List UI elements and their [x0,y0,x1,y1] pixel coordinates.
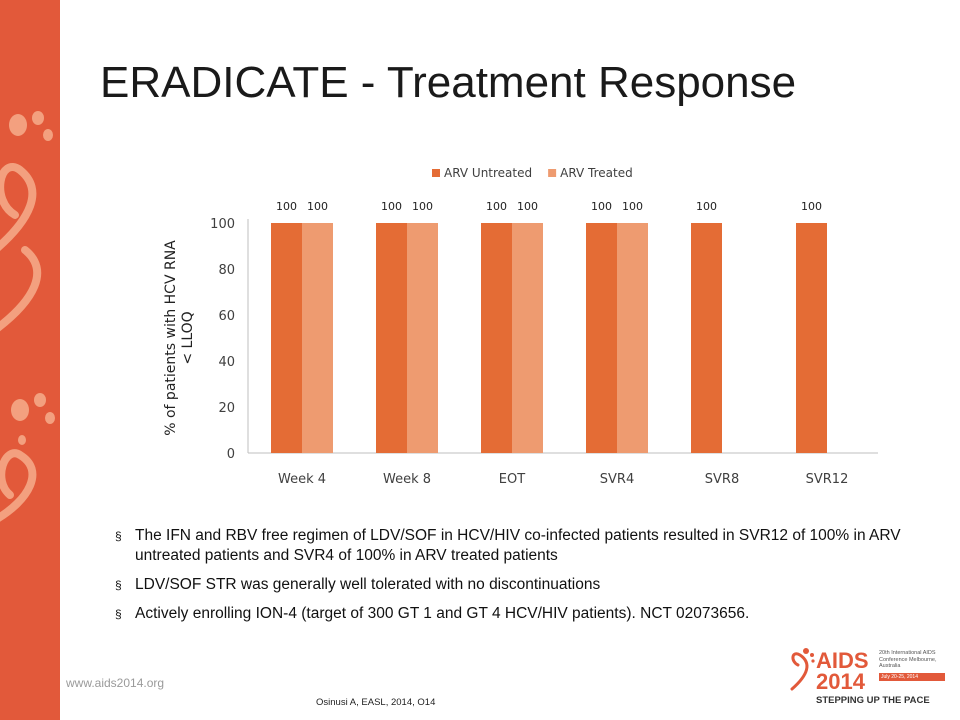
bullet-item: § Actively enrolling ION-4 (target of 300… [115,604,935,624]
ribbon-figure-icon [790,648,815,691]
logo-dates: July 20-25, 2014 [879,673,945,681]
bar-treated [617,223,648,453]
data-label: 100 [591,200,612,213]
x-tick-label: EOT [499,472,525,487]
data-label: 100 [276,200,297,213]
logo-conference-name: 20th International AIDS Conference Melbo… [879,650,937,669]
y-tick-label: 20 [218,401,235,416]
data-label: 100 [801,200,822,213]
data-label: 100 [622,200,643,213]
conference-logo: AIDS 2014 20th International AIDS Confer… [786,645,946,711]
data-label: 100 [696,200,717,213]
bar-untreated [586,223,617,453]
logo-text-year: 2014 [816,669,865,694]
y-axis-title: % of patients with HCV RNA< LLOQ [163,240,196,436]
data-label: 100 [486,200,507,213]
bar-treated [407,223,438,453]
side-decoration-band [0,0,60,720]
bar-untreated [481,223,512,453]
logo-tagline: STEPPING UP THE PACE [816,695,930,706]
logo-text-aids: AIDS [816,648,869,673]
y-tick-label: 100 [210,217,235,232]
bar-treated [512,223,543,453]
y-tick-label: 80 [218,263,235,278]
treatment-response-chart: 0 20 40 60 80 100 100 100 Week 4 100 100 Week 8 100 1… [163,166,878,487]
bar-untreated [376,223,407,453]
bullet-marker: § [115,607,122,621]
legend-swatch [548,169,557,177]
data-label: 100 [381,200,402,213]
x-tick-label: Week 4 [278,472,326,487]
y-tick-label: 0 [227,447,235,462]
footprint-decoration-icon [0,111,55,522]
x-tick-label: Week 8 [383,472,431,487]
data-label: 100 [517,200,538,213]
slide-title: ERADICATE - Treatment Response [100,58,797,107]
y-tick-label: 40 [218,355,235,370]
bullet-text: The IFN and RBV free regimen of LDV/SOF … [135,527,901,564]
y-axis-title-line: < LLOQ [180,311,196,364]
bullet-item: § LDV/SOF STR was generally well tolerate… [115,575,935,595]
data-label: 100 [307,200,328,213]
y-tick-label: 60 [218,309,235,324]
bar-treated [302,223,333,453]
bar-untreated [271,223,302,453]
bar-untreated [691,223,722,453]
bullet-list: § The IFN and RBV free regimen of LDV/SOF… [115,526,935,633]
bullet-item: § The IFN and RBV free regimen of LDV/SOF… [115,526,935,566]
x-tick-label: SVR8 [705,472,739,487]
bullet-text: LDV/SOF STR was generally well tolerated… [135,576,601,593]
x-tick-label: SVR4 [600,472,634,487]
bullet-marker: § [115,578,122,592]
legend-swatch [432,169,440,177]
legend-label: ARV Untreated [444,166,532,180]
site-url: www.aids2014.org [66,676,165,690]
bar-untreated [796,223,827,453]
data-label: 100 [412,200,433,213]
legend-label: ARV Treated [560,166,633,180]
citation: Osinusi A, EASL, 2014, O14 [316,697,436,708]
bullet-marker: § [115,529,122,543]
y-axis-title-line: % of patients with HCV RNA [163,240,179,436]
x-tick-label: SVR12 [806,472,849,487]
bullet-text: Actively enrolling ION-4 (target of 300 … [135,605,750,622]
